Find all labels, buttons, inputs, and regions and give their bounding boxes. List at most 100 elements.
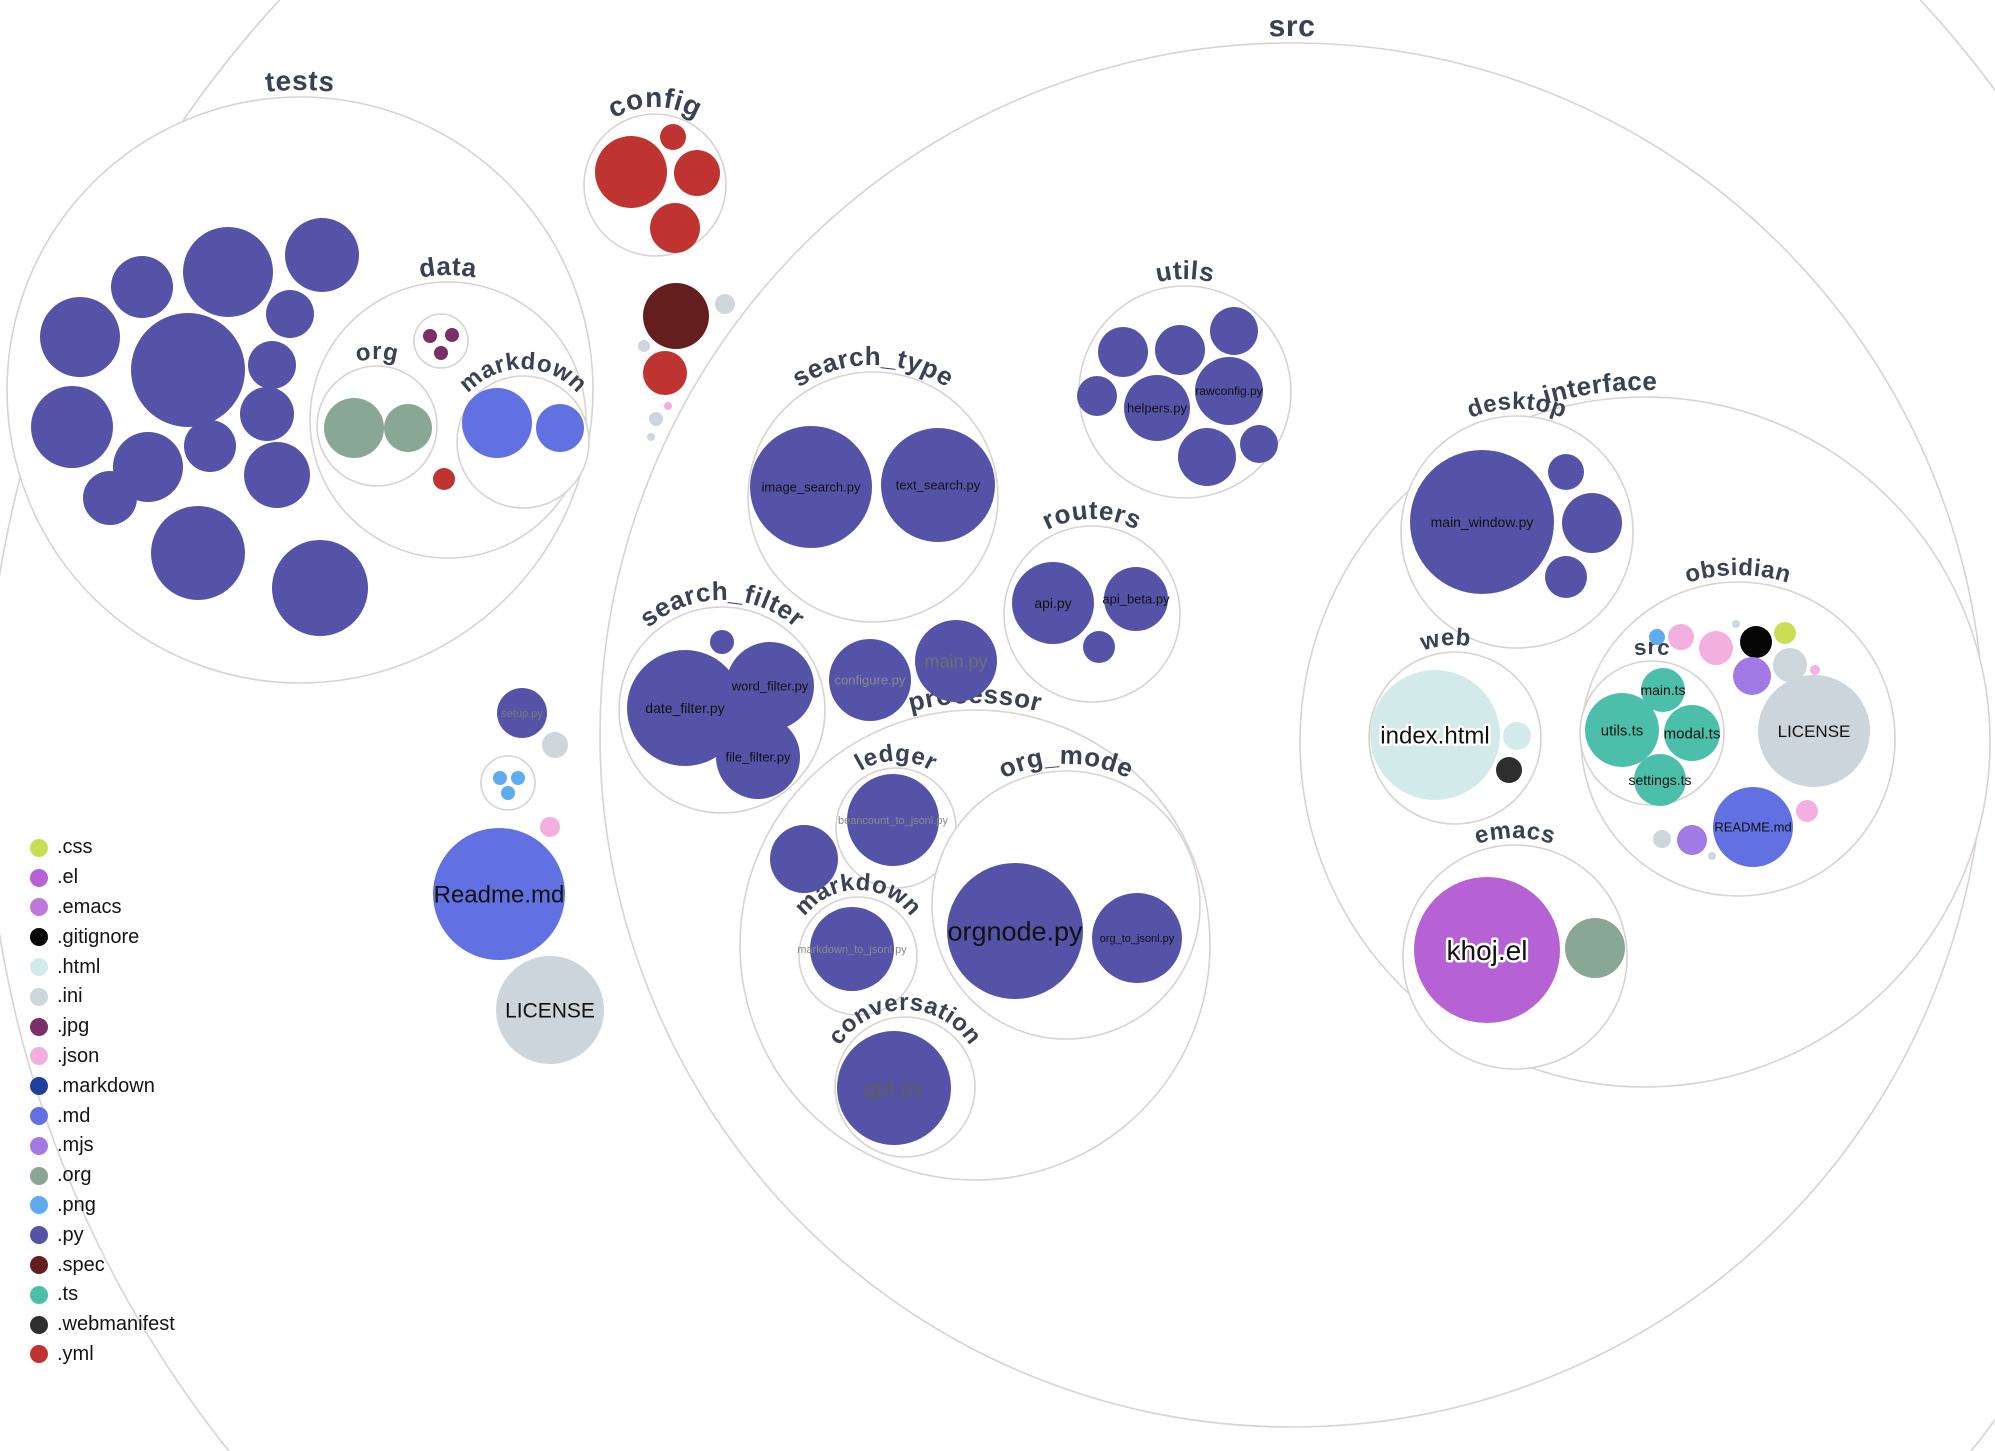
file-py-8-circle[interactable] xyxy=(240,387,294,441)
file-py-50-circle[interactable] xyxy=(1098,327,1148,377)
file-json-91-circle[interactable] xyxy=(1796,800,1818,822)
file-markdown_to_jsonl.py-circle[interactable] xyxy=(810,907,894,991)
file-json-39-circle[interactable] xyxy=(540,817,560,837)
file-ini-35-circle[interactable] xyxy=(542,732,568,758)
file-ini-92-circle[interactable] xyxy=(1653,830,1671,848)
file-json-87-circle[interactable] xyxy=(1810,665,1820,675)
file-khoj.el-circle[interactable] xyxy=(1414,877,1560,1023)
file-configure.py-circle[interactable] xyxy=(829,639,911,721)
file-json-81-circle[interactable] xyxy=(1668,624,1694,650)
file-yml-30-circle[interactable] xyxy=(643,351,687,395)
file-ini-28-circle[interactable] xyxy=(715,294,735,314)
file-yml-22-circle[interactable] xyxy=(433,468,455,490)
folder-root-misc-circle[interactable] xyxy=(480,755,536,811)
file-org-15-circle[interactable] xyxy=(324,398,384,458)
file-html-72-circle[interactable] xyxy=(1503,722,1531,750)
file-jpg-20-circle[interactable] xyxy=(445,328,459,342)
file-rawconfig.py-circle[interactable] xyxy=(1195,357,1263,425)
file-py-13-circle[interactable] xyxy=(272,540,368,636)
file-Readme.md-circle[interactable] xyxy=(433,828,565,960)
file-orgnode.py-circle[interactable] xyxy=(947,863,1083,999)
file-org_to_jsonl.py-circle[interactable] xyxy=(1092,893,1182,983)
file-py-1-circle[interactable] xyxy=(285,218,359,292)
file-org-75-circle[interactable] xyxy=(1565,918,1625,978)
file-py-70-circle[interactable] xyxy=(1545,556,1587,598)
file-ini-33-circle[interactable] xyxy=(647,433,655,441)
file-py-69-circle[interactable] xyxy=(1562,493,1622,553)
file-file_filter.py-circle[interactable] xyxy=(716,715,800,799)
file-py-5-circle[interactable] xyxy=(266,290,314,338)
file-yml-23-circle[interactable] xyxy=(595,136,667,208)
file-file_filter.py-label: file_filter.py xyxy=(725,750,791,765)
file-yml-25-circle[interactable] xyxy=(674,150,720,196)
file-date_filter.py-circle[interactable] xyxy=(627,650,743,766)
file-py-0-circle[interactable] xyxy=(183,227,273,317)
file-spec-27-circle[interactable] xyxy=(643,283,709,349)
file-gpt.py-circle[interactable] xyxy=(837,1031,951,1145)
file-json-82-circle[interactable] xyxy=(1699,631,1733,665)
file-ini-83-circle[interactable] xyxy=(1732,620,1740,628)
file-py-6-circle[interactable] xyxy=(248,341,296,389)
file-webmanifest-73-circle[interactable] xyxy=(1496,757,1522,783)
file-LICENSE-circle[interactable] xyxy=(496,956,604,1064)
file-ini-29-circle[interactable] xyxy=(638,340,650,352)
file-main.ts-circle[interactable] xyxy=(1641,668,1685,712)
file-mjs-88-circle[interactable] xyxy=(1733,657,1771,695)
file-png-80-circle[interactable] xyxy=(1649,629,1665,645)
file-py-61-circle[interactable] xyxy=(770,825,838,893)
file-css-85-circle[interactable] xyxy=(1774,622,1796,644)
file-py-10-circle[interactable] xyxy=(184,420,236,472)
file-py-53-circle[interactable] xyxy=(1077,376,1117,416)
file-settings.ts-circle[interactable] xyxy=(1634,754,1686,806)
file-yml-26-circle[interactable] xyxy=(650,203,700,253)
file-py-57-circle[interactable] xyxy=(1240,425,1278,463)
file-jpg-21-circle[interactable] xyxy=(434,346,448,360)
file-py-11-circle[interactable] xyxy=(244,442,310,508)
legend-label-html: .html xyxy=(57,955,101,978)
file-py-14-circle[interactable] xyxy=(83,471,137,525)
file-md-18-circle[interactable] xyxy=(536,404,584,452)
file-py-2-circle[interactable] xyxy=(111,256,173,318)
file-py-68-circle[interactable] xyxy=(1548,454,1584,490)
file-png-36-circle[interactable] xyxy=(493,771,507,785)
file-md-17-circle[interactable] xyxy=(462,388,532,458)
legend-item-jpg: .jpg xyxy=(30,1012,175,1042)
file-image_search.py-circle[interactable] xyxy=(750,426,872,548)
file-py-12-circle[interactable] xyxy=(151,506,245,600)
file-README.md-circle[interactable] xyxy=(1713,787,1793,867)
file-index.html-circle[interactable] xyxy=(1370,670,1500,800)
file-png-37-circle[interactable] xyxy=(511,771,525,785)
file-png-38-circle[interactable] xyxy=(501,786,515,800)
file-helpers.py-circle[interactable] xyxy=(1124,375,1190,441)
file-py-49-circle[interactable] xyxy=(710,630,734,654)
file-py-60-circle[interactable] xyxy=(1083,631,1115,663)
file-text_search.py-circle[interactable] xyxy=(881,428,995,542)
file-gitignore-84-circle[interactable] xyxy=(1740,626,1772,658)
file-py-51-circle[interactable] xyxy=(1155,325,1205,375)
file-py-52-circle[interactable] xyxy=(1210,307,1258,355)
file-ini-86-circle[interactable] xyxy=(1773,648,1807,682)
legend-label-gitignore: .gitignore xyxy=(57,925,140,948)
file-mjs-93-circle[interactable] xyxy=(1677,825,1707,855)
file-ini-94-circle[interactable] xyxy=(1708,852,1716,860)
file-beancount_to_jsonl.py-circle[interactable] xyxy=(847,774,939,866)
file-word_filter.py-circle[interactable] xyxy=(726,642,814,730)
file-api_beta.py-circle[interactable] xyxy=(1104,567,1168,631)
file-utils.ts-circle[interactable] xyxy=(1585,693,1659,767)
file-py-56-circle[interactable] xyxy=(1178,428,1236,486)
file-yml-24-circle[interactable] xyxy=(660,124,686,150)
file-main_window.py-circle[interactable] xyxy=(1410,450,1554,594)
file-jpg-19-circle[interactable] xyxy=(423,329,437,343)
file-py-3-circle[interactable] xyxy=(40,297,120,377)
file-ini-32-circle[interactable] xyxy=(649,412,663,426)
file-py-7-circle[interactable] xyxy=(31,386,113,468)
file-api.py-circle[interactable] xyxy=(1012,562,1094,644)
file-main.py-circle[interactable] xyxy=(915,620,997,702)
file-setup.py-circle[interactable] xyxy=(497,688,547,738)
folder-data-misc-circle[interactable] xyxy=(413,313,469,369)
file-json-31-circle[interactable] xyxy=(664,402,672,410)
file-org-16-circle[interactable] xyxy=(384,404,432,452)
file-modal.ts-circle[interactable] xyxy=(1664,705,1720,761)
file-py-4-circle[interactable] xyxy=(131,313,245,427)
file-LICENSE-circle[interactable] xyxy=(1758,675,1870,787)
